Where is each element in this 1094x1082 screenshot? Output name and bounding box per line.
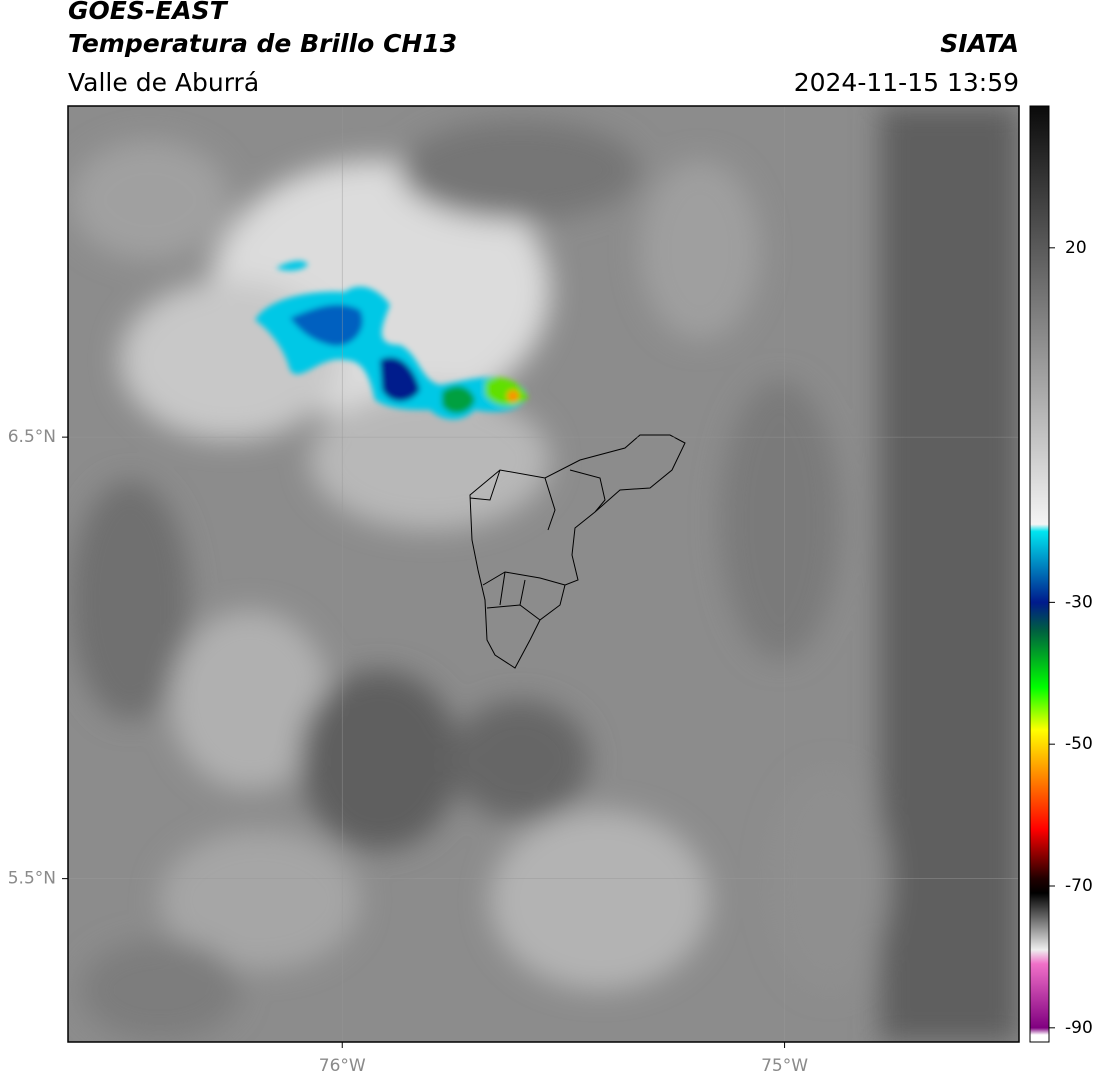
source: SIATA <box>940 29 1019 58</box>
y-tick-label: 5.5°N <box>8 869 56 889</box>
colorbar-tick-label: 20 <box>1065 238 1087 258</box>
colorbar-tick-label: -50 <box>1065 734 1093 754</box>
map-frame <box>67 105 1020 1043</box>
timestamp: 2024-11-15 13:59 <box>794 68 1019 97</box>
x-tick-label: 75°W <box>761 1056 808 1076</box>
colorbar-tick-label: -70 <box>1065 876 1093 896</box>
title: GOES-EAST <box>68 0 229 25</box>
cloud-tops <box>255 260 528 420</box>
municipal-boundaries <box>469 434 686 669</box>
region: Valle de Aburrá <box>68 68 259 97</box>
x-tick-label: 76°W <box>319 1056 366 1076</box>
colorbar <box>1029 105 1050 1043</box>
colorbar-tick-label: -90 <box>1065 1018 1093 1038</box>
y-tick-label: 6.5°N <box>8 427 56 447</box>
colorbar-tick-label: -30 <box>1065 592 1093 612</box>
subtitle: Temperatura de Brillo CH13 <box>68 29 457 58</box>
satellite-image <box>68 106 1019 1042</box>
